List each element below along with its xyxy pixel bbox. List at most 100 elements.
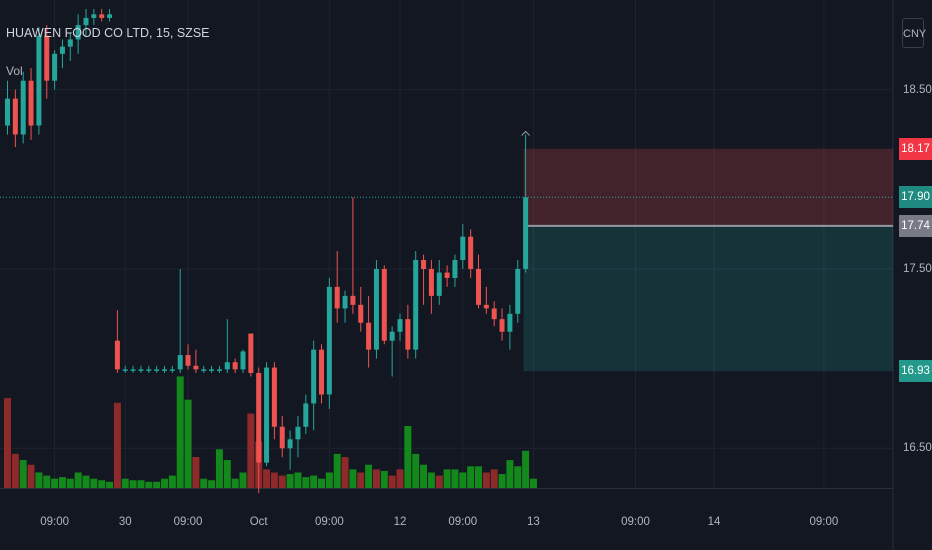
- time-tick-label: 12: [393, 516, 407, 528]
- candle-body: [295, 426, 301, 440]
- volume-bar: [435, 475, 443, 488]
- candle-body: [444, 272, 450, 278]
- candle-body: [436, 272, 442, 296]
- time-axis[interactable]: 09:00 30 09:00 Oct 09:00 12 09:00 13 09:00 14 09:0…: [0, 512, 893, 542]
- volume-bar: [215, 449, 223, 488]
- candle-body: [507, 313, 513, 332]
- volume-bar: [168, 475, 176, 488]
- candle-body: [264, 367, 270, 463]
- volume-bar: [475, 466, 482, 488]
- candle-body: [248, 333, 254, 373]
- candle-body: [36, 35, 42, 126]
- volume-bar: [43, 475, 51, 488]
- candle-body: [20, 80, 26, 135]
- price-tag-stop: 18.17: [899, 137, 932, 160]
- price-lines: [0, 130, 893, 198]
- symbol-legend[interactable]: HUAWEN FOOD CO LTD, 15, SZSE: [6, 26, 210, 40]
- volume-bar: [121, 478, 129, 488]
- volume-bar: [514, 466, 522, 488]
- candle-body: [209, 369, 215, 371]
- candle-body: [201, 369, 207, 371]
- candle-body: [44, 35, 50, 81]
- price-tick-label: 18.50: [903, 83, 932, 96]
- volume-bar: [412, 453, 420, 488]
- candle-body: [52, 53, 58, 81]
- volume-bar: [522, 450, 530, 488]
- candle-body: [83, 17, 89, 26]
- candle-body: [154, 369, 160, 371]
- volume-bar: [192, 457, 200, 488]
- candle-body: [397, 319, 403, 332]
- volume-bar: [498, 474, 506, 488]
- candle-body: [232, 362, 238, 370]
- volume-bar: [302, 477, 310, 488]
- candle-body: [499, 319, 505, 332]
- volume-legend[interactable]: Vol: [6, 64, 23, 78]
- volume-bar: [239, 472, 247, 488]
- volume-bar: [451, 469, 459, 488]
- stop-loss-zone: [523, 148, 893, 226]
- candle-body: [91, 14, 97, 18]
- candle-body: [138, 369, 144, 371]
- time-tick-label: 09:00: [809, 516, 839, 528]
- candle-body: [476, 268, 481, 305]
- volume-bar: [380, 470, 388, 488]
- volume-bar: [66, 478, 74, 488]
- candle-body: [256, 372, 262, 463]
- volume-bar: [35, 472, 43, 488]
- volume-bar: [333, 453, 341, 488]
- currency-button[interactable]: CNY: [902, 18, 926, 48]
- candle-body: [216, 369, 222, 371]
- volume-bar: [349, 469, 357, 488]
- candle-body: [358, 304, 364, 323]
- candle-body: [99, 14, 105, 18]
- price-tick-label: 17.50: [903, 262, 932, 275]
- volume-bar: [286, 474, 294, 488]
- volume-bar: [263, 469, 271, 488]
- price-tick-label: 16.50: [903, 442, 932, 455]
- candle-body: [326, 286, 332, 395]
- candle-body: [240, 351, 246, 370]
- candle-body: [169, 369, 175, 371]
- volume-bar: [404, 426, 412, 488]
- volume-bar: [490, 469, 498, 488]
- candle-body: [303, 403, 309, 427]
- time-tick-label: 09:00: [448, 516, 478, 528]
- volume-bar: [11, 453, 19, 488]
- candle-body: [515, 268, 521, 314]
- volume-bar: [420, 464, 428, 488]
- volume-bar: [341, 457, 349, 488]
- candle-body: [405, 319, 411, 350]
- volume-bar: [388, 475, 396, 488]
- candle-body: [366, 322, 372, 350]
- volume-bar: [129, 480, 137, 488]
- volume-bar: [459, 472, 467, 488]
- volume-bar: [51, 478, 59, 488]
- candle-body: [483, 304, 489, 309]
- candle-body: [428, 268, 434, 296]
- candlesticks: [5, 8, 529, 494]
- volume-bar: [98, 480, 106, 488]
- volume-bar: [4, 398, 11, 488]
- volume-bar: [396, 469, 404, 488]
- volume-bar: [208, 480, 216, 488]
- volume-bar: [325, 472, 333, 488]
- volume-bar: [137, 480, 145, 488]
- volume-bar: [365, 464, 373, 488]
- candle-body: [130, 369, 136, 371]
- candle-body: [12, 98, 18, 135]
- volume-bar: [270, 472, 278, 488]
- volume-bar: [357, 472, 365, 488]
- volume-bar: [482, 472, 490, 488]
- time-tick-label: 30: [118, 516, 132, 528]
- candle-body: [381, 268, 387, 341]
- volume-bar: [278, 475, 286, 488]
- volume-bar: [153, 481, 161, 488]
- volume-bar: [106, 481, 114, 488]
- volume-bar: [161, 478, 168, 488]
- candle-body: [224, 362, 230, 370]
- candle-body: [373, 268, 379, 350]
- volume-bar: [310, 475, 318, 488]
- time-tick-label: 09:00: [621, 516, 650, 528]
